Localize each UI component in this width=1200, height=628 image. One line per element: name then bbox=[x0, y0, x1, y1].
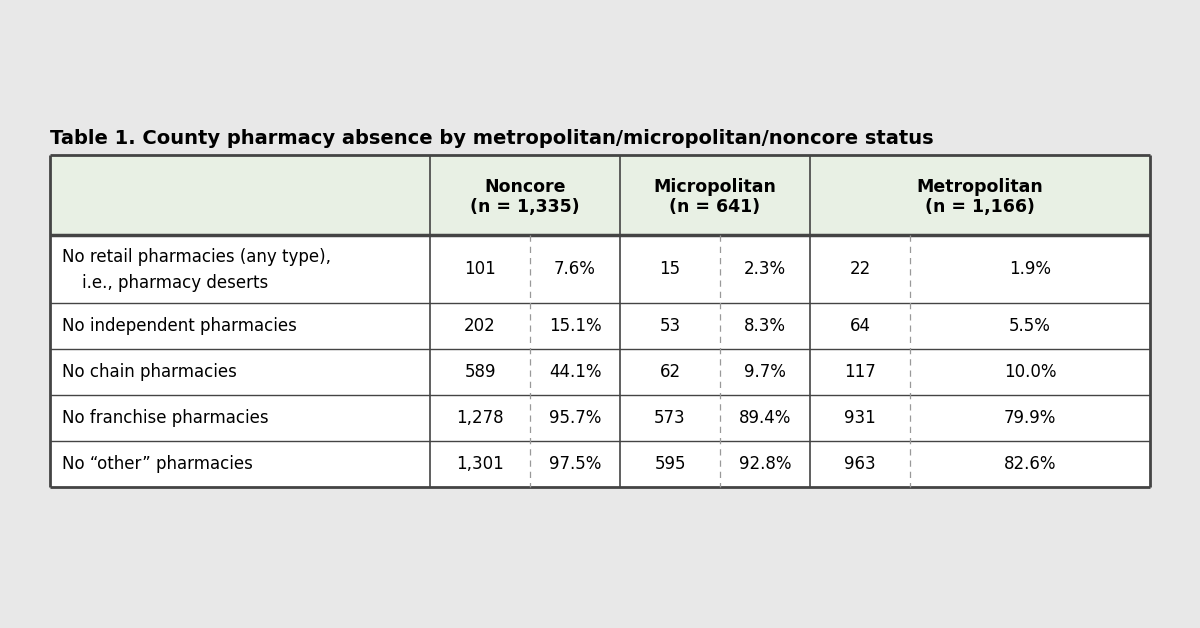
Text: 595: 595 bbox=[654, 455, 685, 473]
Bar bbox=[50, 395, 1150, 441]
Text: 10.0%: 10.0% bbox=[1003, 363, 1056, 381]
Text: 79.9%: 79.9% bbox=[1004, 409, 1056, 427]
Text: 64: 64 bbox=[850, 317, 870, 335]
Text: No retail pharmacies (any type),: No retail pharmacies (any type), bbox=[62, 248, 331, 266]
Text: (n = 1,335): (n = 1,335) bbox=[470, 198, 580, 216]
Text: 15.1%: 15.1% bbox=[548, 317, 601, 335]
Text: 92.8%: 92.8% bbox=[739, 455, 791, 473]
Text: 1,278: 1,278 bbox=[456, 409, 504, 427]
Text: 1,301: 1,301 bbox=[456, 455, 504, 473]
Text: 101: 101 bbox=[464, 260, 496, 278]
Text: 9.7%: 9.7% bbox=[744, 363, 786, 381]
Text: No franchise pharmacies: No franchise pharmacies bbox=[62, 409, 269, 427]
Text: Table 1. County pharmacy absence by metropolitan/micropolitan/noncore status: Table 1. County pharmacy absence by metr… bbox=[50, 129, 934, 148]
Bar bbox=[50, 441, 1150, 487]
Text: 117: 117 bbox=[844, 363, 876, 381]
Bar bbox=[50, 303, 1150, 349]
Text: No independent pharmacies: No independent pharmacies bbox=[62, 317, 296, 335]
Text: Metropolitan: Metropolitan bbox=[917, 178, 1043, 196]
Text: 82.6%: 82.6% bbox=[1003, 455, 1056, 473]
Text: 963: 963 bbox=[844, 455, 876, 473]
Text: 22: 22 bbox=[850, 260, 871, 278]
Text: 573: 573 bbox=[654, 409, 686, 427]
Text: 5.5%: 5.5% bbox=[1009, 317, 1051, 335]
Text: No chain pharmacies: No chain pharmacies bbox=[62, 363, 236, 381]
Text: 53: 53 bbox=[660, 317, 680, 335]
Text: i.e., pharmacy deserts: i.e., pharmacy deserts bbox=[82, 274, 269, 292]
Bar bbox=[50, 155, 1150, 235]
Text: 931: 931 bbox=[844, 409, 876, 427]
Text: 202: 202 bbox=[464, 317, 496, 335]
Text: (n = 641): (n = 641) bbox=[670, 198, 761, 216]
Text: 97.5%: 97.5% bbox=[548, 455, 601, 473]
Text: 8.3%: 8.3% bbox=[744, 317, 786, 335]
Text: 62: 62 bbox=[660, 363, 680, 381]
Text: 7.6%: 7.6% bbox=[554, 260, 596, 278]
Text: 89.4%: 89.4% bbox=[739, 409, 791, 427]
Bar bbox=[50, 235, 1150, 303]
Text: Micropolitan: Micropolitan bbox=[654, 178, 776, 196]
Text: No “other” pharmacies: No “other” pharmacies bbox=[62, 455, 253, 473]
Bar bbox=[50, 349, 1150, 395]
Text: 95.7%: 95.7% bbox=[548, 409, 601, 427]
Text: Noncore: Noncore bbox=[485, 178, 565, 196]
Text: (n = 1,166): (n = 1,166) bbox=[925, 198, 1034, 216]
Text: 15: 15 bbox=[660, 260, 680, 278]
Text: 589: 589 bbox=[464, 363, 496, 381]
Text: 1.9%: 1.9% bbox=[1009, 260, 1051, 278]
Text: 44.1%: 44.1% bbox=[548, 363, 601, 381]
Text: 2.3%: 2.3% bbox=[744, 260, 786, 278]
